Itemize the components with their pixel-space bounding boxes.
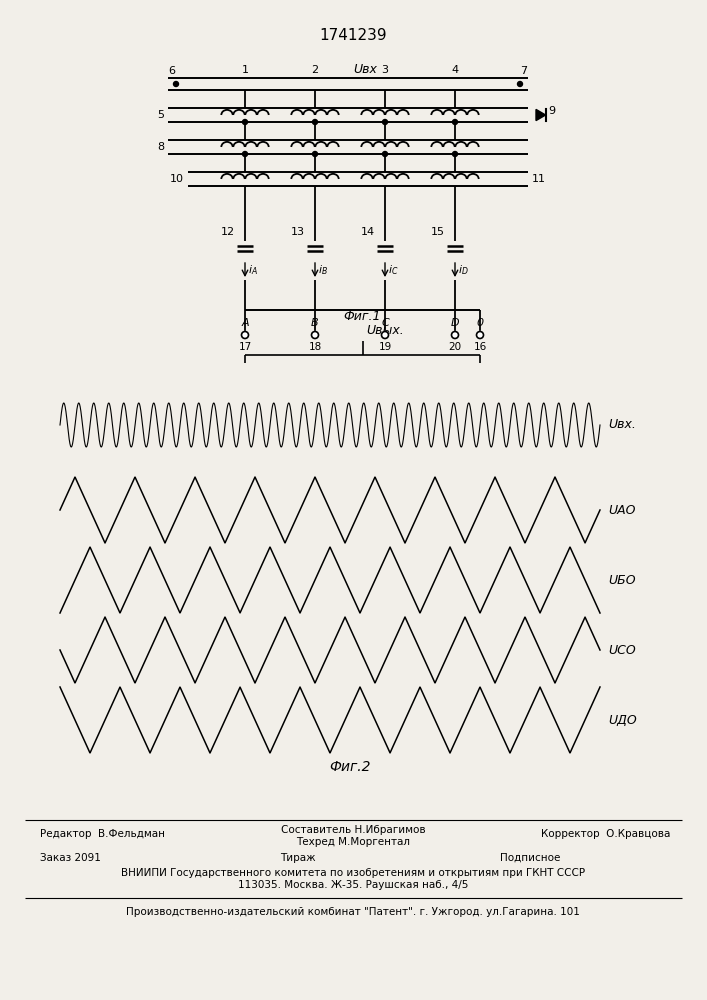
Text: $i_{C}$: $i_{C}$ [388, 263, 399, 277]
Text: 20: 20 [448, 342, 462, 352]
Text: UСО: UСО [608, 644, 636, 656]
Text: 18: 18 [308, 342, 322, 352]
Text: 1: 1 [242, 65, 248, 75]
Text: 3: 3 [382, 65, 389, 75]
Circle shape [242, 332, 248, 338]
Circle shape [173, 82, 178, 87]
Text: 8: 8 [157, 142, 164, 152]
Text: UАО: UАО [608, 504, 636, 516]
Text: Производственно-издательский комбинат "Патент". г. Ужгород. ул.Гагарина. 101: Производственно-издательский комбинат "П… [126, 907, 580, 917]
Text: Корректор  О.Кравцова: Корректор О.Кравцова [541, 829, 670, 839]
Text: Редактор  В.Фельдман: Редактор В.Фельдман [40, 829, 165, 839]
Text: Uвых.: Uвых. [366, 324, 404, 337]
Circle shape [312, 151, 317, 156]
Text: $i_{B}$: $i_{B}$ [318, 263, 328, 277]
Polygon shape [536, 109, 546, 121]
Text: 19: 19 [378, 342, 392, 352]
Text: 11: 11 [532, 174, 546, 184]
Text: UБО: UБО [608, 574, 636, 586]
Text: Фиг.1: Фиг.1 [344, 310, 381, 323]
Text: 0: 0 [477, 318, 484, 328]
Text: 1741239: 1741239 [319, 28, 387, 43]
Text: 2: 2 [312, 65, 319, 75]
Text: 16: 16 [474, 342, 486, 352]
Text: Заказ 2091: Заказ 2091 [40, 853, 101, 863]
Text: 12: 12 [221, 227, 235, 237]
Text: 13: 13 [291, 227, 305, 237]
Text: 14: 14 [361, 227, 375, 237]
Text: 5: 5 [157, 110, 164, 120]
Circle shape [243, 151, 247, 156]
Circle shape [382, 332, 389, 338]
Circle shape [243, 119, 247, 124]
Text: 7: 7 [520, 66, 527, 76]
Text: 9: 9 [548, 106, 555, 116]
Text: 10: 10 [170, 174, 184, 184]
Text: Техред М.Моргентал: Техред М.Моргентал [296, 837, 410, 847]
Circle shape [312, 119, 317, 124]
Circle shape [452, 119, 457, 124]
Text: Подписное: Подписное [500, 853, 561, 863]
Circle shape [477, 332, 484, 338]
Text: ВНИИПИ Государственного комитета по изобретениям и открытиям при ГКНТ СССР: ВНИИПИ Государственного комитета по изоб… [121, 868, 585, 878]
Circle shape [382, 119, 387, 124]
Text: 4: 4 [452, 65, 459, 75]
Text: B: B [311, 318, 319, 328]
Text: C: C [381, 318, 389, 328]
Text: $i_{A}$: $i_{A}$ [248, 263, 258, 277]
Text: Uвх: Uвх [353, 63, 377, 76]
Circle shape [382, 151, 387, 156]
Text: 15: 15 [431, 227, 445, 237]
Circle shape [452, 332, 459, 338]
Text: 17: 17 [238, 342, 252, 352]
Text: D: D [450, 318, 460, 328]
Circle shape [452, 151, 457, 156]
Circle shape [312, 332, 318, 338]
Text: 113035. Москва. Ж-35. Раушская наб., 4/5: 113035. Москва. Ж-35. Раушская наб., 4/5 [238, 880, 468, 890]
Text: Фиг.2: Фиг.2 [329, 760, 370, 774]
Text: Uвх.: Uвх. [608, 418, 636, 432]
Circle shape [518, 82, 522, 87]
Text: $i_{D}$: $i_{D}$ [458, 263, 469, 277]
Text: Составитель Н.Ибрагимов: Составитель Н.Ибрагимов [281, 825, 426, 835]
Text: UДО: UДО [608, 714, 637, 726]
Text: Тираж: Тираж [280, 853, 315, 863]
Text: 6: 6 [168, 66, 175, 76]
Text: A: A [241, 318, 249, 328]
